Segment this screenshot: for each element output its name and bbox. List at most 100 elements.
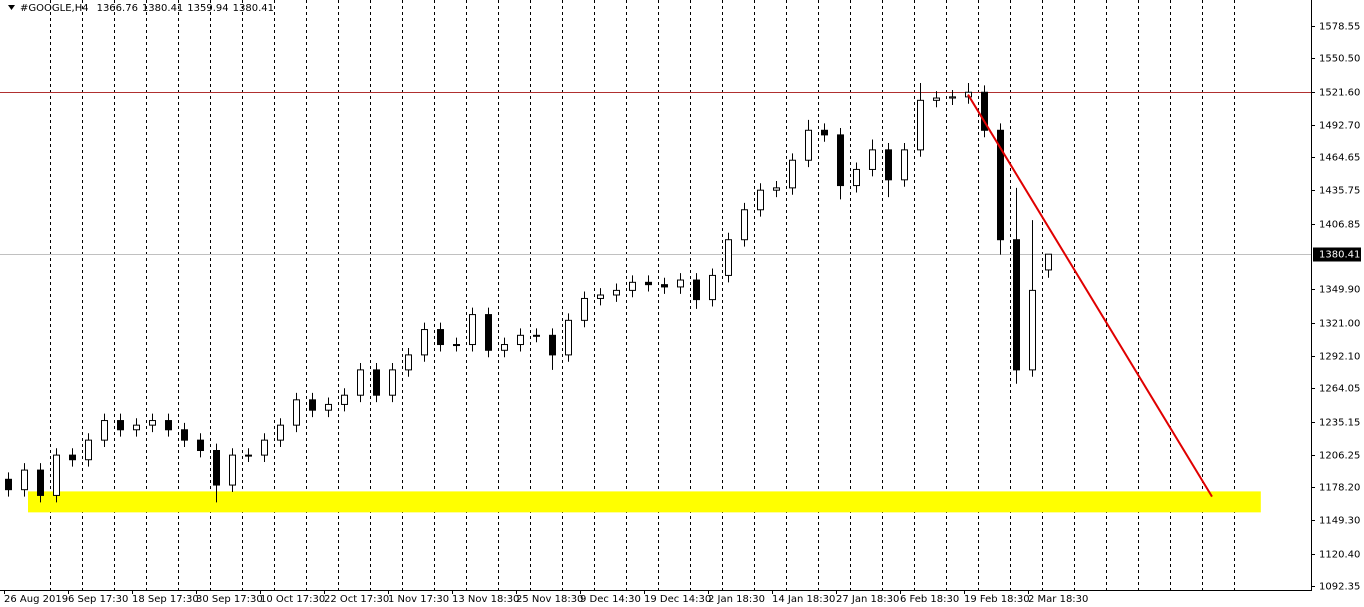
candle-body — [1013, 239, 1020, 371]
candle-body — [645, 281, 652, 286]
candle-body — [565, 319, 572, 356]
candle-body — [677, 279, 684, 288]
candle-body — [213, 450, 220, 486]
candle-body — [741, 209, 748, 241]
candle-body — [821, 129, 828, 136]
y-tick-label: 1206.25 — [1319, 451, 1360, 462]
x-tick-label: 30 Sep 17:30 — [196, 594, 263, 605]
candle-body — [389, 369, 396, 396]
candle-body — [197, 439, 204, 452]
support-zone — [28, 491, 1261, 513]
candle-body — [997, 129, 1004, 241]
y-tick-label: 1464.65 — [1319, 153, 1360, 164]
candle-body — [133, 424, 140, 431]
y-tick-label: 1292.10 — [1319, 352, 1360, 363]
candle-body — [597, 294, 604, 299]
candle-body — [453, 344, 460, 347]
y-tick-label: 1406.85 — [1319, 220, 1360, 231]
candle-body — [261, 439, 268, 456]
high-value: 1380.41 — [142, 3, 183, 14]
candle-body — [581, 297, 588, 321]
y-tick-label: 1521.60 — [1319, 88, 1360, 99]
x-tick-label: 13 Nov 18:30 — [452, 594, 519, 605]
candle-body — [229, 454, 236, 486]
candle-body — [181, 429, 188, 441]
x-tick-label: 6 Sep 17:30 — [68, 594, 128, 605]
grid-layer — [50, 0, 1235, 590]
candle-body — [549, 334, 556, 356]
candle-body — [21, 469, 28, 491]
candle-body — [165, 420, 172, 431]
last-price-box — [1313, 247, 1361, 262]
y-tick-label: 1264.05 — [1319, 384, 1360, 395]
candle-body — [69, 454, 76, 461]
candle-body — [757, 189, 764, 211]
candle-body — [709, 274, 716, 301]
candle-body — [917, 99, 924, 151]
candle-body — [725, 239, 732, 276]
candle-body — [357, 369, 364, 396]
candle-body — [293, 399, 300, 426]
x-tick-label: 2 Mar 18:30 — [1028, 594, 1088, 605]
y-tick-label: 1092.35 — [1319, 582, 1360, 593]
candle-body — [1029, 289, 1036, 371]
x-tick-label: 26 Aug 2019 — [4, 594, 68, 605]
candle-body — [421, 329, 428, 356]
x-tick-label: 18 Sep 17:30 — [132, 594, 199, 605]
candle-body — [949, 96, 956, 99]
candle-body — [101, 420, 108, 441]
candle-body — [341, 394, 348, 405]
candle-body — [693, 279, 700, 301]
annotation-layer — [0, 92, 1311, 513]
candle-body — [405, 354, 412, 371]
candle-body — [53, 454, 60, 496]
candle-body — [853, 168, 860, 187]
y-tick-label: 1550.50 — [1319, 54, 1360, 65]
x-tick-label: 2 Jan 18:30 — [708, 594, 765, 605]
x-tick-label: 14 Jan 18:30 — [772, 594, 835, 605]
candle-body — [117, 420, 124, 431]
candle-body — [485, 314, 492, 351]
symbol: #GOOGLE,H4 — [20, 3, 89, 14]
candle-body — [1045, 253, 1052, 271]
y-tick-label: 1435.75 — [1319, 186, 1360, 197]
candle-body — [517, 334, 524, 346]
candle-body — [277, 424, 284, 441]
header-text: #GOOGLE,H4 1366.76 1380.41 1359.94 1380.41 — [20, 3, 274, 14]
candle-body — [373, 369, 380, 396]
candle-body — [661, 284, 668, 288]
candle-body — [469, 314, 476, 346]
close-value: 1380.41 — [233, 3, 274, 14]
y-tick-label: 1149.30 — [1319, 516, 1360, 527]
candle-body — [533, 334, 540, 337]
candle-body — [5, 478, 12, 491]
low-value: 1359.94 — [187, 3, 228, 14]
candle-body — [869, 149, 876, 170]
header-icon — [8, 5, 15, 10]
candle-body — [245, 454, 252, 457]
candle-body — [149, 420, 156, 426]
last-price-label: 1380.41 — [1319, 250, 1360, 261]
candle-body — [325, 403, 332, 411]
candle-body — [613, 289, 620, 296]
axis-layer: 1578.55 1550.50 1521.60 1492.70 1464.65 1435.… — [4, 22, 1361, 605]
data-layer — [5, 83, 1213, 503]
candle-body — [885, 149, 892, 181]
x-tick-label: 19 Feb 18:30 — [964, 594, 1030, 605]
x-tick-label: 1 Nov 17:30 — [388, 594, 449, 605]
candle-body — [309, 399, 316, 411]
candle-body — [933, 97, 940, 101]
x-tick-label: 19 Dec 14:30 — [644, 594, 711, 605]
candle-body — [37, 469, 44, 496]
x-tick-label: 6 Feb 18:30 — [900, 594, 959, 605]
x-tick-label: 27 Jan 18:30 — [836, 594, 899, 605]
y-tick-label: 1120.40 — [1319, 550, 1360, 561]
candle-body — [837, 134, 844, 187]
x-tick-label: 9 Dec 14:30 — [580, 594, 641, 605]
y-tick-label: 1178.20 — [1319, 483, 1360, 494]
candle-body — [901, 149, 908, 181]
candle-body — [981, 91, 988, 131]
y-tick-label: 1235.15 — [1319, 418, 1360, 429]
